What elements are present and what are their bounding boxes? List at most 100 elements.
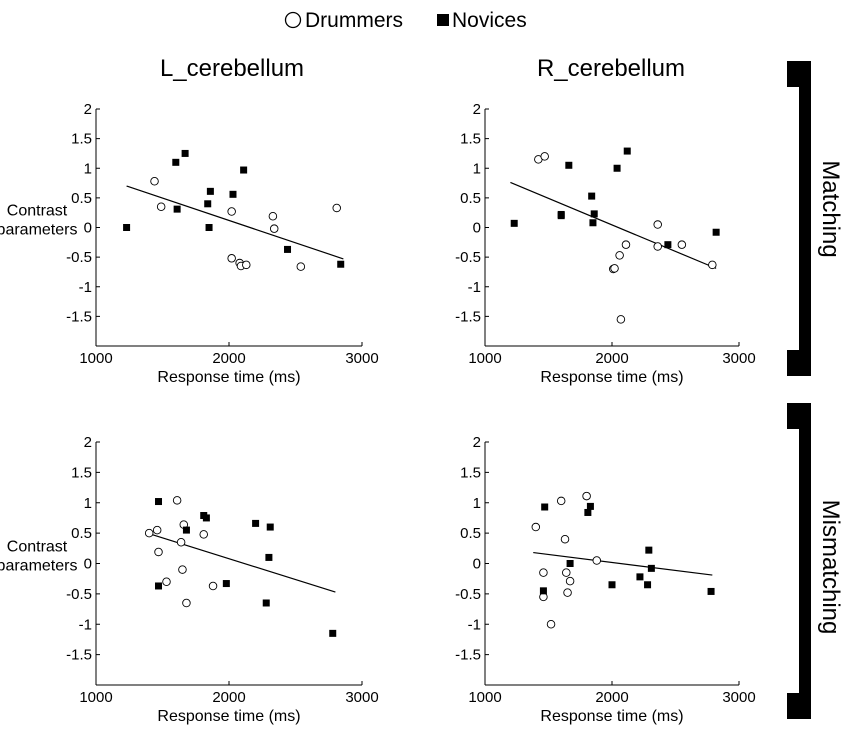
data-point-novices: [155, 498, 163, 506]
x-tick-label: 2000: [212, 689, 245, 706]
data-point-novices: [284, 245, 292, 253]
x-tick-label: 3000: [722, 689, 755, 706]
x-tick-label: 1000: [468, 350, 501, 367]
data-point-drummers: [154, 547, 163, 557]
data-point-novices: [584, 508, 592, 516]
data-point-drummers: [332, 203, 341, 213]
data-point-drummers: [653, 242, 662, 251]
y-tick-label: 2: [84, 101, 92, 118]
x-tick-label: 3000: [345, 689, 378, 706]
data-point-drummers: [677, 240, 687, 249]
data-point-drummers: [227, 207, 236, 216]
y-tick-label: 0: [84, 556, 92, 573]
y-tick-label: -0.5: [66, 586, 92, 603]
y-tick-label: 0.5: [71, 525, 92, 542]
data-point-drummers: [610, 264, 619, 273]
data-point-drummers: [592, 556, 602, 565]
data-point-drummers: [653, 220, 662, 229]
y-tick-label: 1: [84, 160, 92, 177]
data-point-drummers: [227, 254, 236, 263]
y-tick-label: -1.5: [455, 308, 481, 325]
data-point-novices: [586, 502, 594, 510]
y-tick-label: 1.5: [71, 131, 92, 148]
data-point-novices: [202, 514, 210, 522]
y-tick-label: -1: [468, 279, 481, 296]
y-tick-label: -1.5: [66, 647, 92, 664]
y-tick-label: 1: [473, 495, 481, 512]
y-tick-label: 2: [473, 101, 481, 118]
data-point-novices: [206, 187, 214, 195]
x-tick-label: 2000: [595, 350, 628, 367]
data-point-drummers: [582, 491, 591, 501]
data-point-novices: [539, 587, 547, 595]
y-tick-label: -0.5: [455, 586, 481, 603]
y-tick-label: -1.5: [455, 647, 481, 664]
data-point-novices: [265, 553, 273, 561]
y-axis-label: Contrast: [7, 203, 68, 220]
y-tick-label: 0: [84, 220, 92, 237]
y-tick-label: 0.5: [71, 190, 92, 207]
y-tick-label: 1: [84, 495, 92, 512]
data-point-novices: [182, 526, 190, 534]
data-point-drummers: [268, 211, 278, 221]
data-point-novices: [155, 582, 163, 590]
y-tick-label: 1.5: [460, 131, 481, 148]
data-point-novices: [205, 224, 213, 231]
y-tick-label: -1: [79, 279, 92, 296]
data-point-novices: [204, 200, 212, 208]
y-axis-label: parameters: [0, 558, 77, 575]
x-tick-label: 2000: [595, 689, 628, 706]
y-tick-label: -1.5: [66, 308, 92, 325]
data-point-novices: [623, 147, 631, 155]
data-point-novices: [589, 219, 597, 227]
x-axis-label: Response time (ms): [157, 708, 300, 725]
data-point-novices: [712, 228, 720, 236]
data-point-novices: [565, 161, 573, 169]
x-tick-label: 3000: [345, 350, 378, 367]
y-tick-label: 1.5: [460, 464, 481, 481]
legend-label-novices: Novices: [452, 9, 527, 32]
data-point-novices: [566, 560, 574, 567]
data-point-drummers: [162, 577, 171, 586]
data-point-drummers: [199, 530, 208, 539]
data-point-drummers: [546, 620, 556, 629]
data-point-drummers: [182, 598, 191, 608]
legend-circle-marker: [284, 11, 302, 29]
data-point-drummers: [144, 528, 154, 538]
data-point-novices: [541, 503, 549, 511]
y-tick-label: 0.5: [460, 190, 481, 207]
y-tick-label: -0.5: [66, 249, 92, 266]
data-point-novices: [337, 260, 345, 268]
data-point-drummers: [560, 534, 570, 544]
data-point-drummers: [531, 522, 541, 532]
data-point-drummers: [150, 177, 159, 186]
data-point-drummers: [621, 240, 631, 249]
y-tick-label: 2: [473, 434, 481, 451]
data-point-novices: [590, 210, 598, 218]
data-point-drummers: [615, 251, 624, 260]
data-point-drummers: [178, 565, 187, 574]
legend: Drummers Novices: [284, 9, 527, 32]
data-point-novices: [588, 192, 596, 200]
y-axis-label: Contrast: [7, 539, 68, 556]
data-point-drummers: [708, 260, 717, 270]
data-point-novices: [608, 581, 616, 589]
regression-line: [126, 185, 344, 260]
x-tick-label: 2000: [212, 350, 245, 367]
data-point-drummers: [539, 568, 548, 577]
y-tick-label: -0.5: [455, 249, 481, 266]
data-point-drummers: [562, 568, 571, 577]
data-point-drummers: [556, 496, 566, 506]
x-tick-label: 3000: [722, 350, 755, 367]
y-tick-label: 0.5: [460, 525, 481, 542]
x-axis-label: Response time (ms): [540, 708, 683, 725]
data-point-novices: [222, 580, 230, 588]
data-point-drummers: [296, 262, 306, 271]
x-tick-label: 1000: [468, 689, 501, 706]
data-point-drummers: [176, 537, 186, 547]
data-point-novices: [664, 241, 672, 249]
panel-title-left: L_cerebellum: [160, 55, 304, 82]
data-point-drummers: [152, 525, 162, 535]
